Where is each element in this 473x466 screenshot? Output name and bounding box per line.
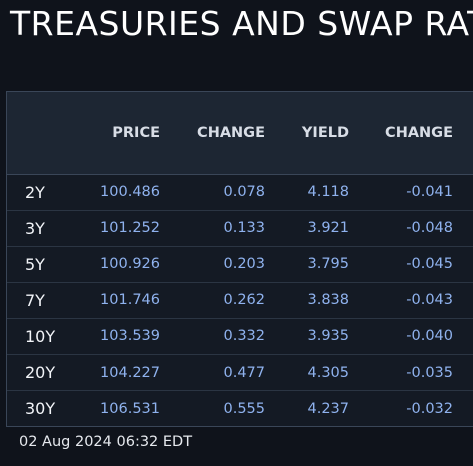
price-change-cell: 0.133 — [223, 220, 265, 237]
spacer-cell — [453, 318, 473, 354]
tenor-cell: 10Y — [25, 326, 56, 346]
yield-change-cell: -0.048 — [406, 220, 453, 237]
spacer-cell — [453, 354, 473, 390]
rates-table: PRICE CHANGE YIELD CHANGE 2Y 100.486 0.0… — [7, 92, 473, 426]
yield-cell: 3.838 — [307, 292, 349, 309]
price-change-cell: 0.477 — [223, 364, 265, 381]
last-updated-timestamp: 02 Aug 2024 06:32 EDT — [19, 434, 193, 450]
price-cell: 100.926 — [100, 256, 160, 273]
table-row[interactable]: 5Y 100.926 0.203 3.795 -0.045 — [7, 246, 473, 283]
tenor-cell: 5Y — [25, 254, 45, 274]
table-header: PRICE CHANGE YIELD CHANGE — [7, 92, 473, 175]
yield-change-cell: -0.041 — [406, 184, 453, 201]
spacer-cell — [453, 282, 473, 318]
table-row[interactable]: 10Y 103.539 0.332 3.935 -0.040 — [7, 318, 473, 355]
price-cell: 101.252 — [100, 220, 160, 237]
column-header-yield-change[interactable]: CHANGE — [349, 92, 453, 175]
yield-change-cell: -0.040 — [406, 328, 453, 345]
tenor-cell: 30Y — [25, 399, 56, 419]
column-header-price-change[interactable]: CHANGE — [160, 92, 265, 175]
table-row[interactable]: 7Y 101.746 0.262 3.838 -0.043 — [7, 282, 473, 319]
price-change-cell: 0.078 — [223, 184, 265, 201]
table-row[interactable]: 20Y 104.227 0.477 4.305 -0.035 — [7, 354, 473, 391]
yield-cell: 3.795 — [307, 256, 349, 273]
price-change-cell: 0.555 — [223, 400, 265, 417]
table-row[interactable]: 2Y 100.486 0.078 4.118 -0.041 — [7, 174, 473, 211]
header-row: PRICE CHANGE YIELD CHANGE — [7, 92, 473, 175]
column-header-tenor — [7, 92, 69, 175]
spacer-cell — [453, 210, 473, 246]
column-header-yield[interactable]: YIELD — [265, 92, 349, 175]
column-header-price[interactable]: PRICE — [69, 92, 160, 175]
price-change-cell: 0.262 — [223, 292, 265, 309]
tenor-cell: 2Y — [25, 182, 45, 202]
price-cell: 101.746 — [100, 292, 160, 309]
yield-cell: 3.935 — [307, 328, 349, 345]
table-row[interactable]: 3Y 101.252 0.133 3.921 -0.048 — [7, 210, 473, 247]
price-cell: 100.486 — [100, 184, 160, 201]
price-cell: 103.539 — [100, 328, 160, 345]
yield-cell: 4.305 — [307, 364, 349, 381]
tenor-cell: 20Y — [25, 363, 56, 383]
price-cell: 106.531 — [100, 400, 160, 417]
yield-change-cell: -0.035 — [406, 364, 453, 381]
spacer-cell — [453, 246, 473, 282]
price-change-cell: 0.203 — [223, 256, 265, 273]
table-row[interactable]: 30Y 106.531 0.555 4.237 -0.032 — [7, 390, 473, 426]
treasuries-table: PRICE CHANGE YIELD CHANGE 2Y 100.486 0.0… — [6, 91, 473, 427]
spacer-cell — [453, 391, 473, 426]
tenor-cell: 7Y — [25, 290, 45, 310]
column-header-spacer — [453, 92, 473, 175]
yield-change-cell: -0.043 — [406, 292, 453, 309]
table-body: 2Y 100.486 0.078 4.118 -0.041 3Y 101.252… — [7, 174, 473, 426]
yield-cell: 3.921 — [307, 220, 349, 237]
yield-cell: 4.237 — [307, 400, 349, 417]
yield-cell: 4.118 — [307, 184, 349, 201]
yield-change-cell: -0.045 — [406, 256, 453, 273]
spacer-cell — [453, 174, 473, 210]
page-title: TREASURIES AND SWAP RAT — [10, 4, 473, 43]
yield-change-cell: -0.032 — [406, 400, 453, 417]
tenor-cell: 3Y — [25, 218, 45, 238]
price-change-cell: 0.332 — [223, 328, 265, 345]
price-cell: 104.227 — [100, 364, 160, 381]
